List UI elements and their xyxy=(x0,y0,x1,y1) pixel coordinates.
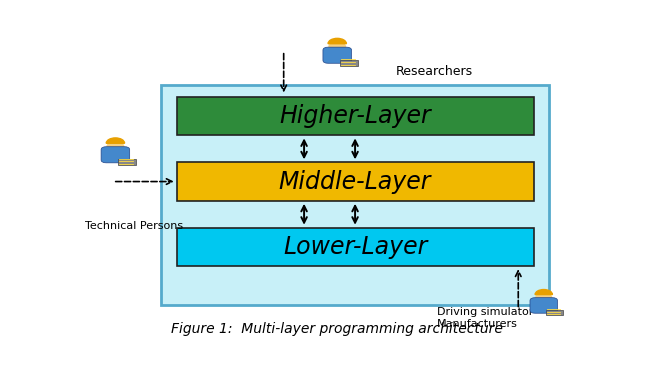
Wedge shape xyxy=(328,38,346,44)
Text: Technical Persons: Technical Persons xyxy=(85,221,183,231)
FancyBboxPatch shape xyxy=(323,47,351,63)
Text: Middle-Layer: Middle-Layer xyxy=(279,169,432,193)
Wedge shape xyxy=(106,138,124,143)
Text: Researchers: Researchers xyxy=(396,65,473,78)
Text: Higher-Layer: Higher-Layer xyxy=(279,104,431,128)
Circle shape xyxy=(107,142,124,151)
Wedge shape xyxy=(535,290,553,295)
FancyBboxPatch shape xyxy=(118,159,136,165)
FancyBboxPatch shape xyxy=(546,310,563,315)
Text: Figure 1:  Multi-layer programming architecture: Figure 1: Multi-layer programming archit… xyxy=(171,322,503,336)
FancyBboxPatch shape xyxy=(340,60,358,66)
Circle shape xyxy=(329,42,345,52)
FancyBboxPatch shape xyxy=(101,147,130,163)
FancyBboxPatch shape xyxy=(530,298,557,313)
FancyBboxPatch shape xyxy=(176,228,534,266)
FancyBboxPatch shape xyxy=(176,162,534,201)
Circle shape xyxy=(536,293,551,302)
Text: Driving simulator
Manufacturers: Driving simulator Manufacturers xyxy=(437,308,533,329)
FancyBboxPatch shape xyxy=(176,97,534,135)
Text: Lower-Layer: Lower-Layer xyxy=(283,235,427,259)
FancyBboxPatch shape xyxy=(161,85,549,305)
